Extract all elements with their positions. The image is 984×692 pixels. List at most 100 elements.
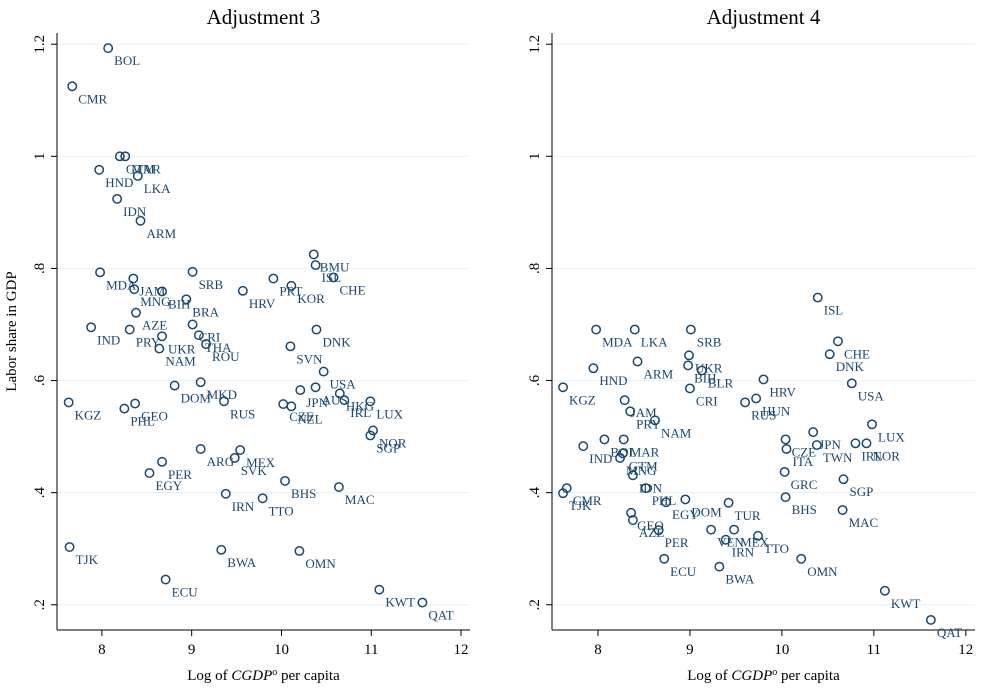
point (86, 322, 97, 333)
point (220, 488, 231, 499)
point-label: NOR (379, 435, 407, 450)
point (280, 475, 290, 486)
point (67, 81, 78, 92)
point (187, 266, 198, 277)
point (112, 193, 123, 204)
point-label: DNK (836, 359, 865, 374)
point (680, 494, 691, 505)
point-label: GTM (126, 161, 155, 176)
x-tick-label: 9 (188, 642, 196, 658)
point-label: LKA (641, 335, 668, 350)
point (417, 597, 428, 608)
point (758, 374, 769, 385)
point (779, 466, 790, 477)
point (365, 396, 376, 407)
point (235, 445, 246, 456)
x-tick-label: 8 (594, 642, 602, 658)
point (632, 356, 643, 367)
point (591, 324, 602, 335)
point (861, 438, 872, 449)
point-label: LUX (376, 406, 403, 421)
point-label: GTM (629, 458, 658, 473)
point (578, 441, 589, 452)
point-label: LKA (144, 181, 171, 196)
point-label: EGY (672, 507, 699, 522)
point (629, 324, 640, 335)
point (627, 470, 638, 481)
point-label: NAM (165, 354, 196, 369)
point-label: IND (589, 451, 612, 466)
x-tick-label: 10 (274, 642, 289, 658)
point-label: BHS (291, 486, 316, 501)
point-label: PRY (636, 416, 661, 431)
point-label: ROU (212, 349, 240, 364)
y-tick-label: .6 (527, 374, 543, 386)
point-label: CHE (340, 282, 366, 297)
point-label: QAT (937, 625, 962, 640)
point (720, 534, 731, 545)
point-label: TUR (735, 508, 761, 523)
point (157, 286, 167, 297)
point (286, 280, 297, 291)
x-tick-label: 10 (774, 642, 789, 658)
point-label: TWN (823, 450, 853, 465)
point-label: PER (168, 467, 192, 482)
point-label: MAC (345, 492, 375, 507)
x-tick-label: 12 (958, 642, 973, 658)
point-label: KWT (385, 595, 415, 610)
y-tick-label: 1 (32, 153, 48, 161)
point (157, 331, 167, 342)
chart-panel: Adjustment 3 .2 .4 .6 .8 1 1.2 8 9 10 11 12 Labor sh… (4, 5, 470, 684)
point (294, 546, 305, 556)
point (154, 343, 165, 354)
point (229, 452, 240, 463)
point (328, 272, 339, 283)
point (187, 319, 198, 330)
point (64, 542, 75, 552)
point-label: CHE (844, 346, 870, 361)
point (310, 382, 321, 393)
point-label: AZE (142, 318, 167, 333)
point-label: BWA (725, 572, 755, 587)
point (626, 507, 637, 518)
point (833, 336, 843, 347)
point-label: ECU (172, 585, 199, 600)
point (714, 561, 725, 572)
point (723, 497, 734, 508)
point-label: RUS (751, 407, 776, 422)
point (808, 427, 819, 438)
y-tick-label: 1.2 (32, 35, 48, 54)
point (706, 524, 717, 535)
point (129, 284, 140, 295)
point-label: ITA (792, 454, 813, 469)
point-label: PHL (130, 414, 155, 429)
point-label: ARM (146, 226, 176, 241)
point-label: NZL (297, 411, 322, 426)
point (599, 434, 610, 445)
point-label: TTO (764, 541, 789, 556)
point (837, 505, 848, 515)
point-label: SVN (296, 351, 323, 366)
point-label: MDA (602, 335, 633, 350)
point (653, 525, 664, 536)
chart-title: Adjustment 4 (707, 5, 821, 29)
point-label: SVK (241, 463, 268, 478)
point (119, 403, 130, 414)
point (879, 585, 890, 596)
point-label: MAR (131, 161, 161, 176)
point-label: RUS (230, 406, 255, 421)
point (846, 378, 857, 389)
point (181, 294, 192, 305)
point (685, 324, 696, 335)
point (588, 363, 599, 374)
point (103, 43, 114, 54)
point (135, 215, 146, 226)
point-label: CZE (792, 444, 817, 459)
point (925, 614, 936, 625)
point-label: GRC (791, 477, 818, 492)
point (850, 438, 861, 449)
x-tick-label: 8 (98, 642, 106, 658)
point (114, 151, 125, 162)
point-label: IRN (232, 499, 255, 514)
point (285, 341, 296, 352)
